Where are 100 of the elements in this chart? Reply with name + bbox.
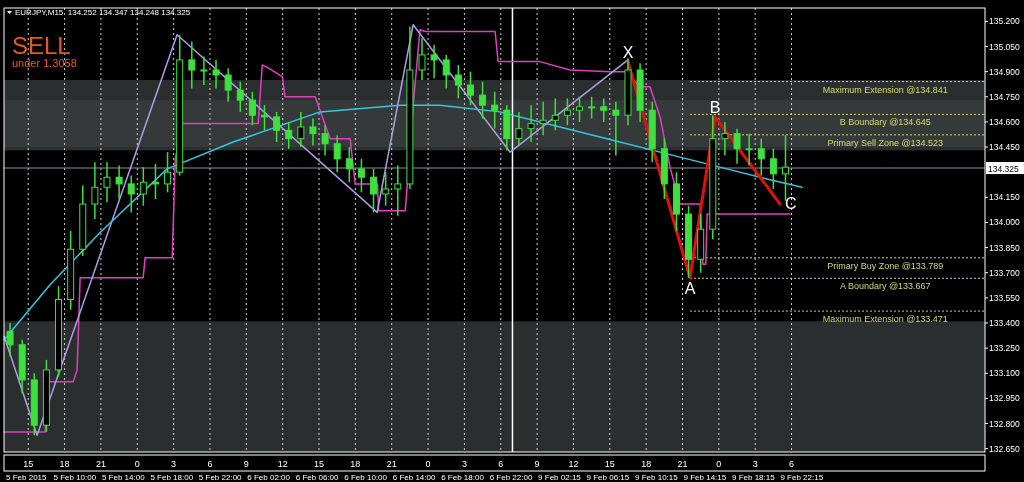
- text: 5 Feb 10:00: [53, 473, 97, 482]
- candlestick: [103, 161, 111, 204]
- y-tick-label: 132.950: [989, 393, 1020, 404]
- ref-line-label: Maximum Extension @133.471: [822, 314, 948, 325]
- candlestick: [345, 146, 353, 183]
- candlestick: [442, 54, 450, 90]
- candlestick: [394, 164, 402, 217]
- candlestick: [248, 91, 256, 127]
- candlestick: [224, 67, 232, 103]
- x-tick-label: 12: [277, 459, 288, 469]
- candlestick: [430, 44, 438, 80]
- candlestick: [297, 111, 305, 148]
- y-tick-label: 134.750: [989, 91, 1020, 102]
- candlestick: [164, 151, 172, 194]
- x-tick-label: 18: [59, 459, 70, 469]
- y-tick-label: 134.450: [989, 142, 1020, 153]
- text: 6 Feb 02:00: [247, 473, 291, 482]
- candlestick: [370, 168, 378, 214]
- candlestick: [321, 124, 329, 157]
- candlestick: [551, 97, 559, 132]
- text: 6 Feb 22:00: [489, 473, 533, 482]
- x-tick-label: 12: [568, 459, 579, 469]
- candlestick: [382, 171, 390, 207]
- x-tick-label: 18: [641, 459, 652, 469]
- candlestick: [479, 80, 487, 120]
- x-tick-label: 18: [350, 459, 361, 469]
- y-tick-label: 133.850: [989, 242, 1020, 253]
- annotation: SELL: [12, 32, 71, 59]
- candlestick: [721, 121, 729, 157]
- text: 9 Feb 14:15: [683, 473, 727, 482]
- text: 5 Feb 22:00: [198, 473, 243, 482]
- y-tick-label: 133.400: [989, 317, 1020, 328]
- x-tick-label: 3: [752, 459, 758, 469]
- candlestick: [418, 37, 426, 81]
- x-tick-label: 21: [677, 459, 688, 469]
- text: 5 Feb 2015: [6, 473, 48, 482]
- annotation: X: [622, 43, 634, 61]
- candlestick: [454, 64, 462, 100]
- candlestick: [115, 164, 123, 200]
- y-tick-label: 134.150: [989, 192, 1020, 203]
- ref-line-label: Primary Sell Zone @134.523: [827, 137, 944, 148]
- y-tick-label: 134.600: [989, 116, 1020, 127]
- x-tick-label: 21: [386, 459, 397, 469]
- candlestick: [273, 111, 281, 143]
- text: 5 Feb 14:00: [101, 473, 146, 482]
- candlestick: [139, 166, 147, 207]
- x-tick-label: 0: [425, 459, 431, 469]
- x-tick-label: 21: [95, 459, 106, 469]
- annotation: C: [785, 195, 797, 213]
- text: 6 Feb 06:00: [295, 473, 340, 482]
- x-tick-label: 6: [498, 459, 504, 469]
- ref-line-label: Maximum Extension @134.841: [822, 84, 948, 95]
- x-tick-label: 15: [23, 459, 34, 469]
- x-tick-label: 9: [534, 459, 540, 469]
- text: 5 Feb 18:00: [150, 473, 194, 482]
- x-tick-label: 0: [134, 459, 140, 469]
- candlestick: [91, 161, 99, 220]
- text: 6 Feb 18:00: [441, 473, 485, 482]
- candlestick: [733, 127, 741, 165]
- y-tick-label: 132.650: [989, 443, 1020, 454]
- chart-title: EURJPY,M15 134.252 134.347 134.248 134.325: [15, 8, 191, 17]
- x-tick-label: 3: [461, 459, 467, 469]
- text: 9 Feb 10:15: [635, 473, 679, 482]
- ref-line-label: B Boundary @134.645: [839, 117, 931, 128]
- text: 6 Feb 10:00: [344, 473, 388, 482]
- annotation: A: [684, 279, 696, 297]
- candlestick: [188, 40, 196, 90]
- candlestick: [261, 104, 268, 132]
- candlestick: [576, 96, 584, 123]
- candlestick: [236, 80, 244, 113]
- candlestick: [745, 132, 753, 167]
- y-tick-label: 133.550: [989, 292, 1020, 303]
- candlestick: [357, 158, 365, 194]
- annotation: under 1.3058: [12, 57, 77, 69]
- candlestick: [491, 91, 499, 130]
- y-tick-label: 133.700: [989, 267, 1020, 278]
- candlestick: [769, 147, 777, 190]
- candlestick: [127, 174, 135, 214]
- candlestick: [309, 117, 317, 147]
- candlestick: [333, 134, 341, 173]
- ref-line-label: 134.325: [988, 163, 1019, 174]
- candlestick: [212, 59, 220, 90]
- y-tick-label: 133.250: [989, 343, 1020, 354]
- candlestick: [200, 55, 208, 86]
- candlestick: [588, 96, 596, 120]
- candlestick: [466, 70, 474, 106]
- text: 9 Feb 18:15: [731, 473, 776, 482]
- text: 9 Feb 02:15: [538, 473, 582, 482]
- ref-line-label: A Boundary @133.667: [839, 281, 931, 292]
- text: 6 Feb 14:00: [392, 473, 436, 482]
- y-tick-label: 135.050: [989, 41, 1020, 52]
- x-tick-label: 15: [604, 459, 615, 469]
- candlestick: [563, 97, 571, 127]
- candlestick: [285, 121, 293, 150]
- candlestick: [527, 104, 535, 143]
- annotation: B: [709, 98, 721, 116]
- x-tick-label: 3: [171, 459, 177, 469]
- x-tick-label: 0: [716, 459, 722, 469]
- candlestick: [6, 322, 14, 358]
- candlestick: [515, 111, 523, 147]
